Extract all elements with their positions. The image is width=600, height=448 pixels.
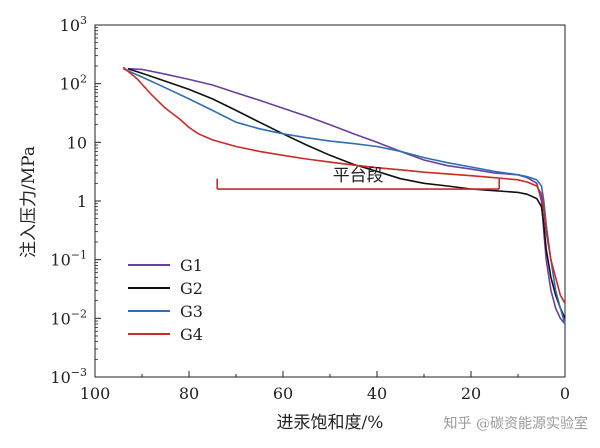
y-tick-label: 10	[67, 133, 87, 152]
legend-label-g3: G3	[180, 302, 203, 321]
legend-label-g2: G2	[180, 279, 203, 298]
x-tick-label: 60	[273, 384, 293, 403]
watermark-text: 知乎 @碳资能源实验室	[444, 415, 588, 432]
y-tick-label: 10−3	[50, 366, 87, 387]
plot-area	[94, 24, 566, 378]
y-axis-label: 注入压力/MPa	[19, 146, 39, 258]
legend-label-g1: G1	[180, 256, 203, 275]
plot-frame	[94, 24, 566, 378]
series-line-g2	[127, 67, 566, 319]
annotation-layer: 平台段	[216, 166, 501, 190]
legend-label-g4: G4	[180, 325, 203, 344]
y-tick-label: 102	[60, 73, 87, 94]
series-layer	[122, 66, 566, 325]
y-tick-label: 103	[60, 14, 87, 35]
x-tick-label: 40	[367, 384, 387, 403]
y-tick-label: 1	[77, 192, 87, 211]
y-tick-label: 10−2	[50, 307, 87, 328]
x-tick-label: 100	[80, 384, 111, 403]
platform-annotation-label: 平台段	[333, 166, 384, 186]
x-axis-label: 进汞饱和度/%	[277, 413, 384, 433]
x-tick-label: 20	[461, 384, 481, 403]
x-tick-label: 80	[179, 384, 199, 403]
x-tick-label: 0	[560, 384, 570, 403]
series-line-g1	[127, 67, 566, 325]
y-tick-label: 10−1	[50, 249, 87, 270]
series-line-g3	[122, 67, 566, 325]
legend: G1 G2 G3 G4	[128, 256, 203, 344]
series-line-g4	[122, 66, 566, 304]
x-axis: 100 80 60 40 20 0	[80, 371, 570, 403]
